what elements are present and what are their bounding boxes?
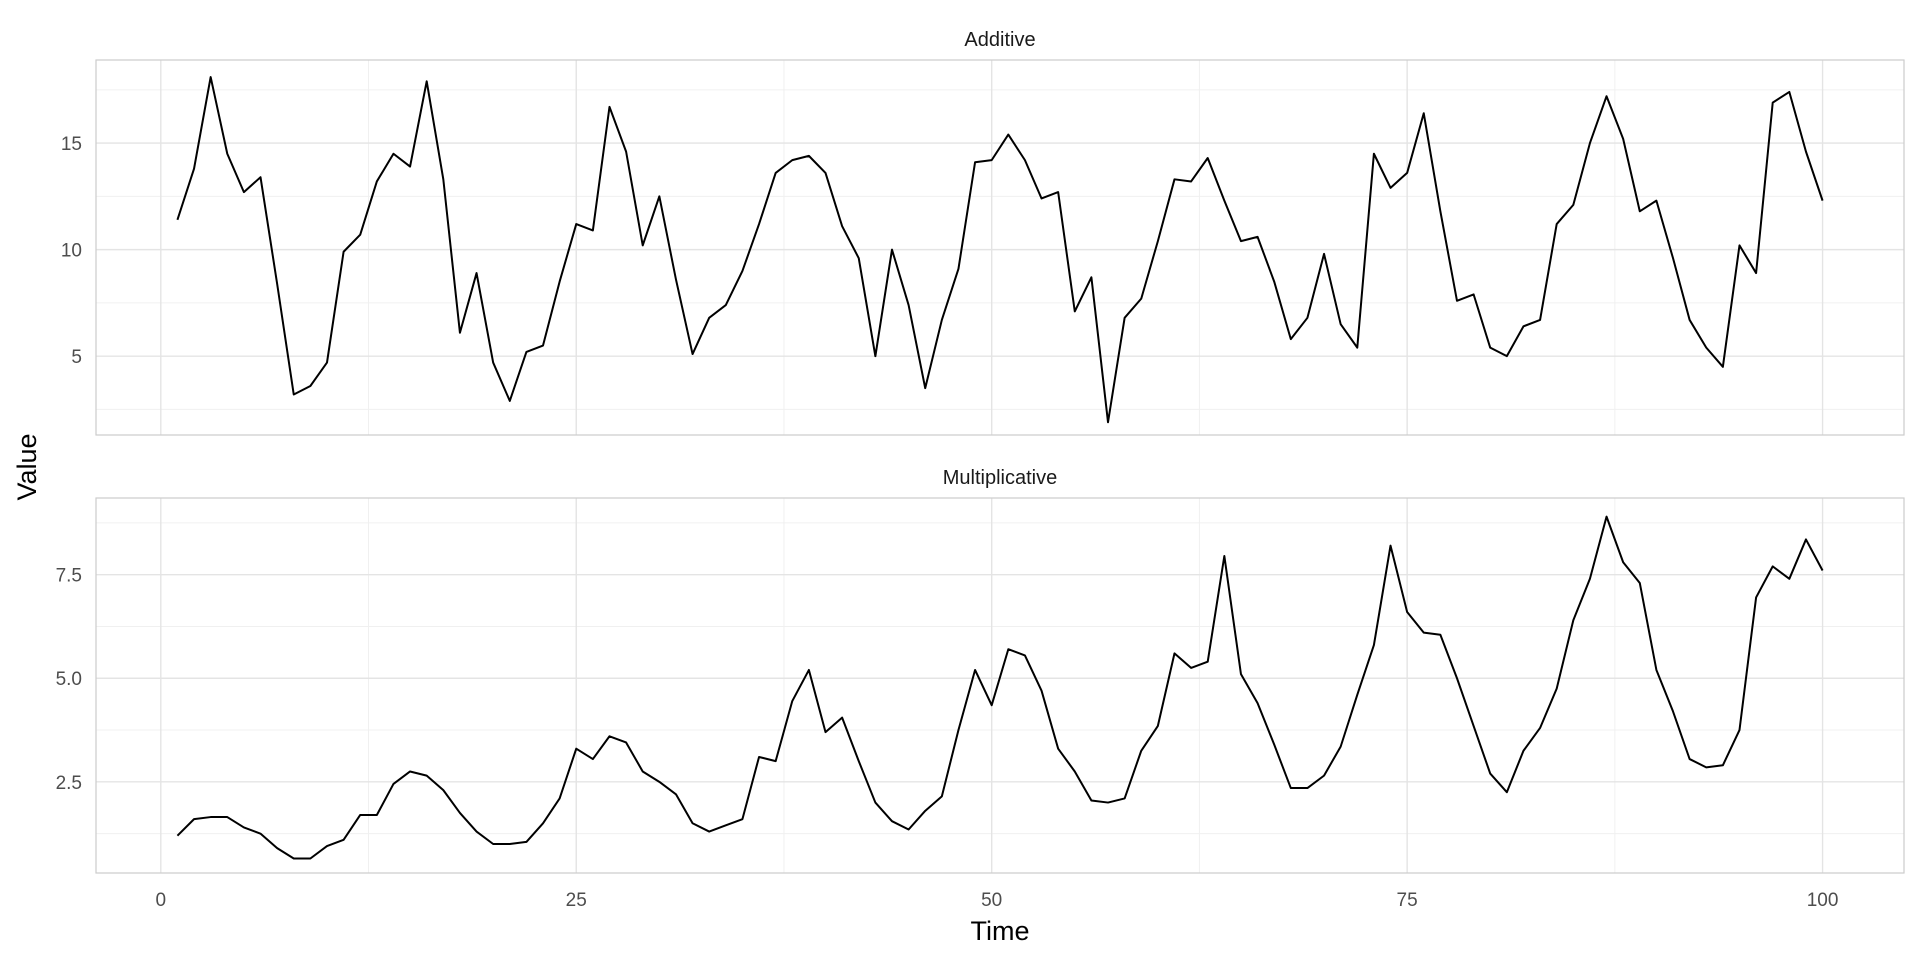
y-tick-label: 5.0 xyxy=(56,669,82,690)
x-tick-label: 75 xyxy=(1397,890,1418,911)
x-axis-title: Time xyxy=(971,916,1030,946)
panel-additive: 5 10 15 xyxy=(61,59,1905,436)
series-line-additive xyxy=(176,76,1824,424)
panel-border xyxy=(95,59,1905,436)
panel-title-additive: Additive xyxy=(964,29,1035,51)
panel-title-multiplicative: Multiplicative xyxy=(943,467,1057,489)
x-tick-label: 25 xyxy=(566,890,587,911)
x-tick-label: 50 xyxy=(981,890,1002,911)
panel-multiplicative: 2.5 5.0 7.5 xyxy=(56,497,1905,874)
y-tick-label: 15 xyxy=(61,134,82,155)
x-tick-label: 0 xyxy=(156,890,167,911)
y-tick-label: 10 xyxy=(61,241,82,262)
series-line-multiplicative xyxy=(176,515,1824,860)
y-tick-label: 7.5 xyxy=(56,566,82,587)
y-tick-label: 5 xyxy=(71,347,82,368)
y-tick-label: 2.5 xyxy=(56,773,82,794)
y-axis-title: Value xyxy=(12,433,42,500)
panel-border xyxy=(95,497,1905,874)
x-tick-label: 100 xyxy=(1807,890,1839,911)
x-axis-ticks: 0 25 50 75 100 xyxy=(156,890,1839,911)
